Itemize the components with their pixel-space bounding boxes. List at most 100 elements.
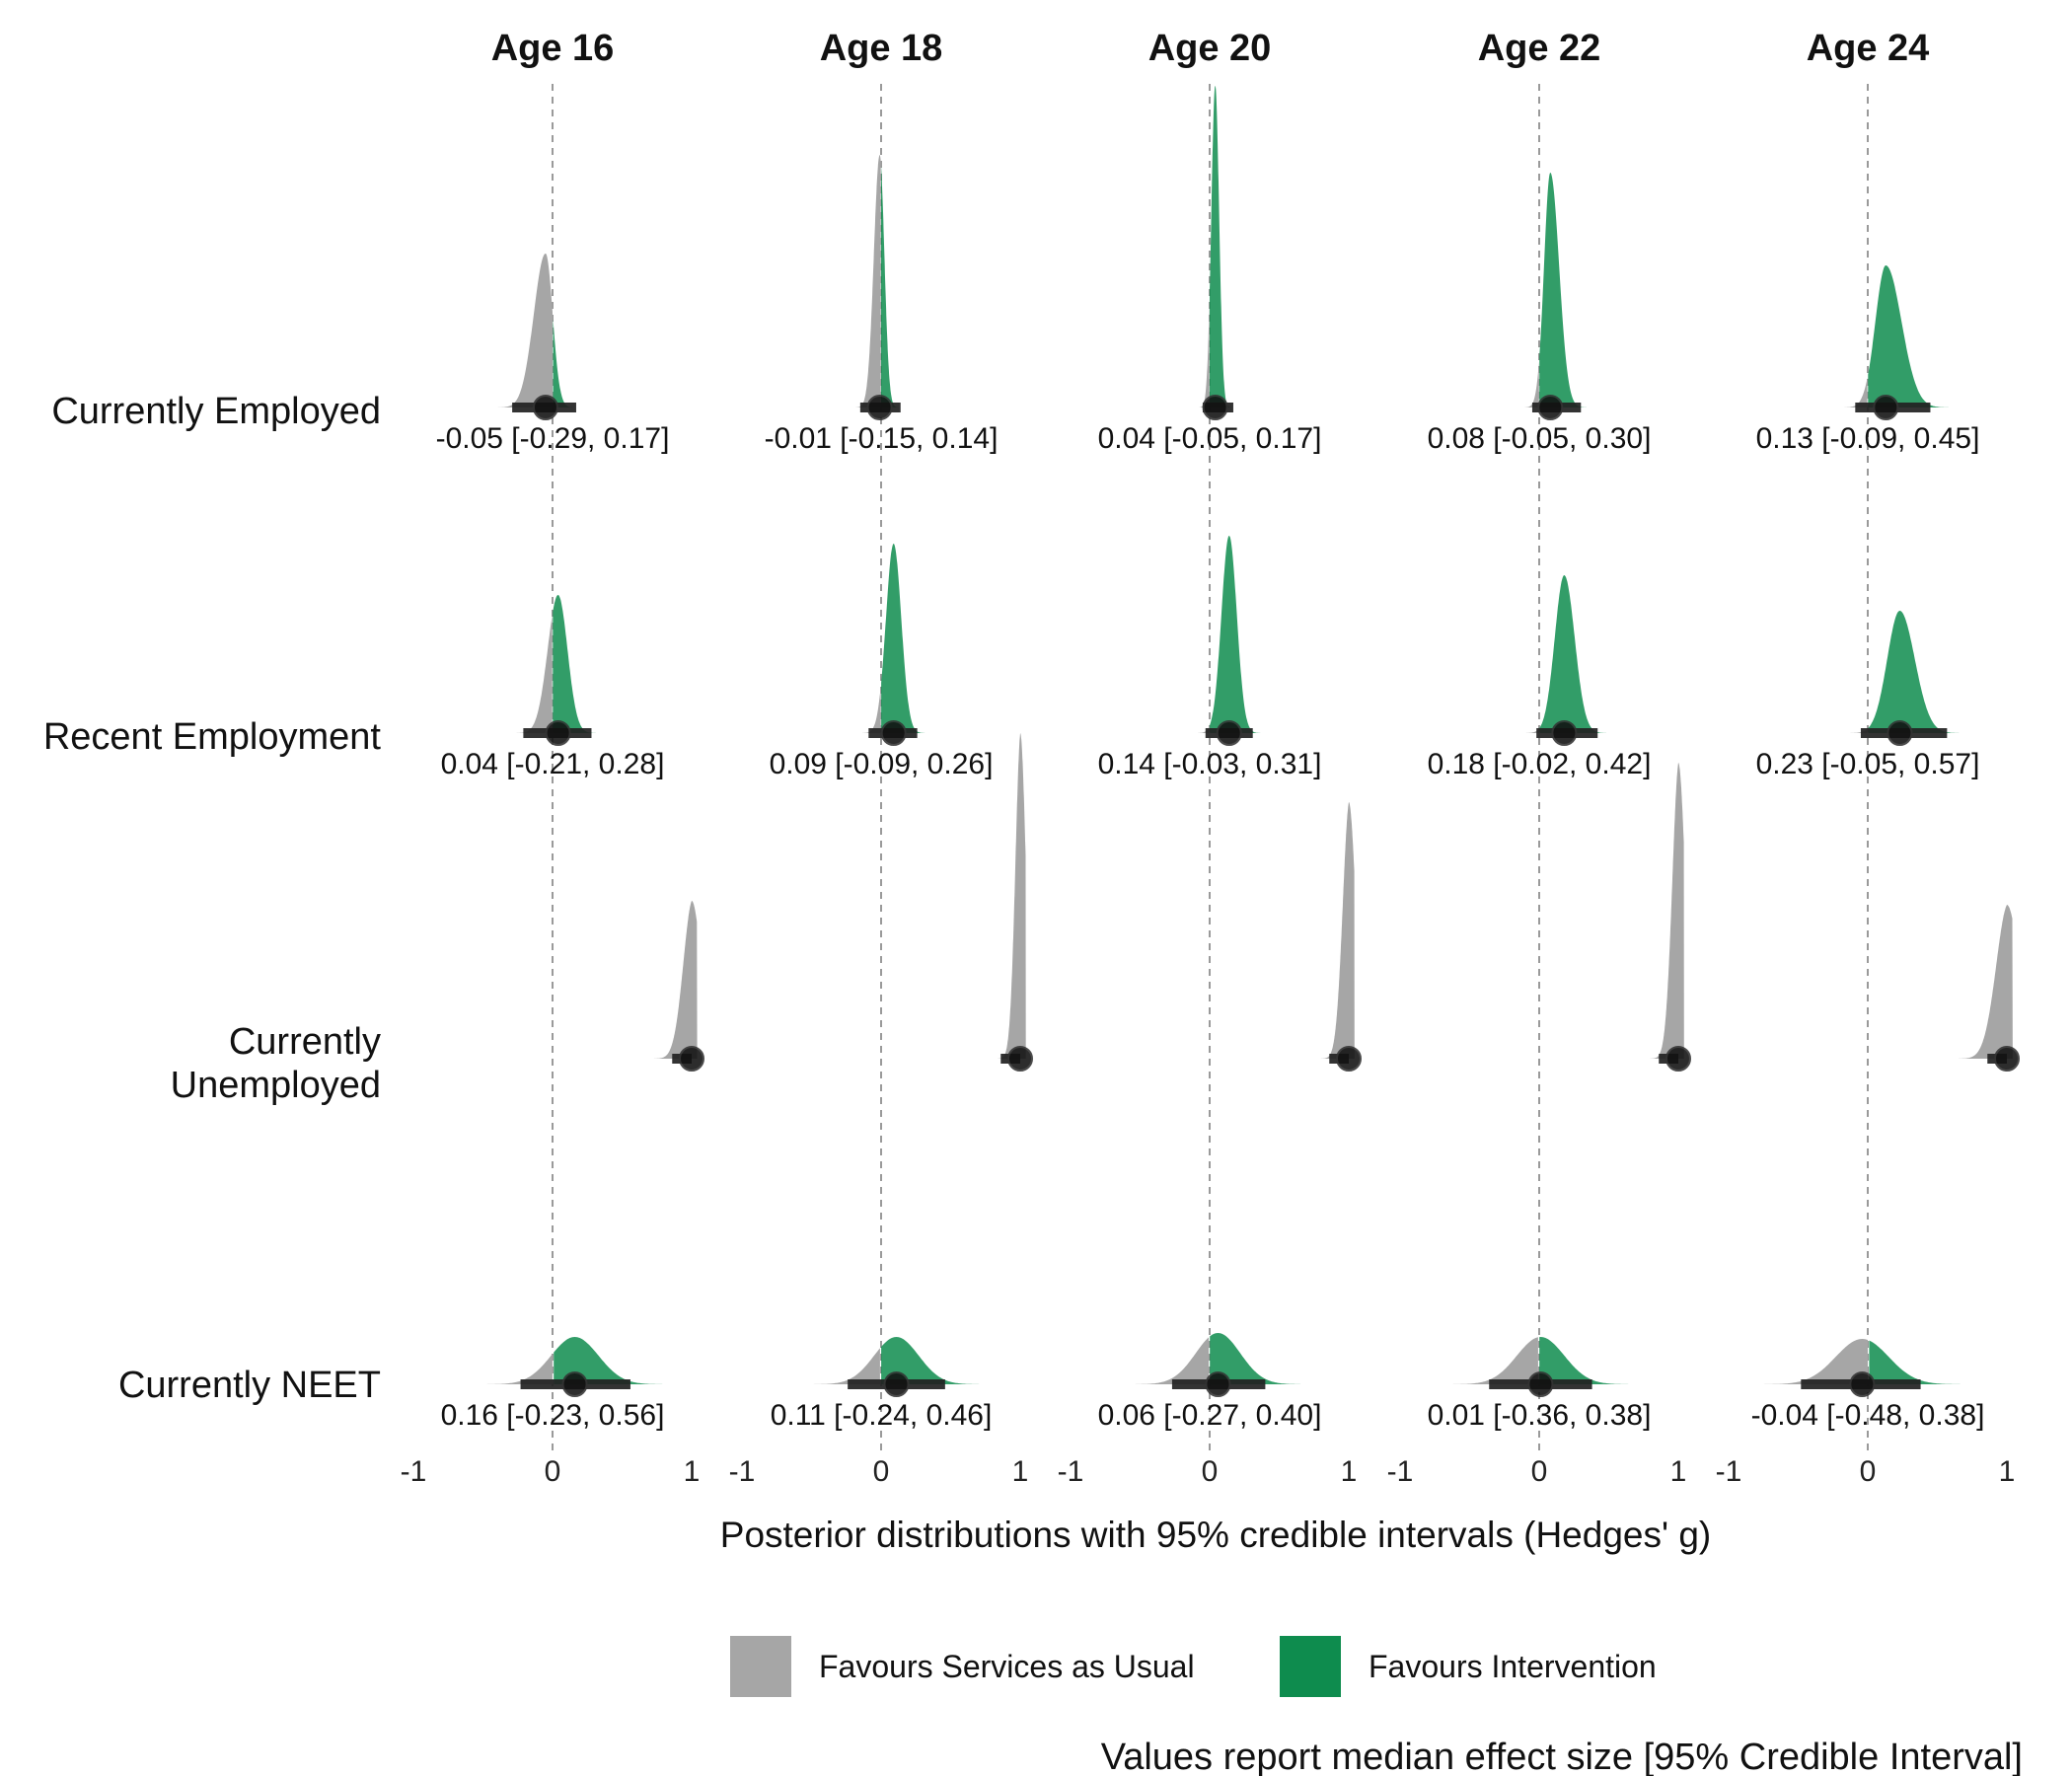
median-point [1994,1046,2020,1072]
density-favours-intervention [1539,575,1608,733]
density-favours-usual [861,687,881,733]
median-point [1849,1371,1876,1397]
median-point [1007,1046,1033,1072]
row-label-currently-unemployed: Unemployed [171,1065,381,1106]
density-favours-usual [1643,763,1685,1059]
column-titles: Age 16 Age 18 Age 20 Age 22 Age 24 [491,28,1930,69]
facet-cell-2-1: 0.04 [-0.21, 0.28] [441,595,664,780]
median-point [1665,1046,1691,1072]
effect-size-label: 0.16 [-0.23, 0.56] [441,1399,665,1432]
facet-cell-3-2 [992,733,1033,1072]
facet-cell-3-5 [1944,905,2020,1072]
facet-cell-2-3: 0.14 [-0.03, 0.31] [1098,536,1321,780]
legend-label-favours-intervention: Favours Intervention [1369,1649,1657,1684]
effect-size-label: 0.13 [-0.09, 0.45] [1756,422,1980,455]
effect-size-label: 0.04 [-0.05, 0.17] [1098,422,1322,455]
median-point [1216,720,1242,746]
row-label-currently-employed: Currently Employed [51,391,381,432]
density-favours-intervention [1539,173,1588,407]
density-favours-usual [642,901,699,1059]
density-favours-intervention [1210,1333,1312,1384]
facet-cell-4-5: -0.04 [-0.48, 0.38] [1751,1339,1985,1432]
density-favours-intervention [881,544,926,733]
density-favours-usual [1944,905,2014,1059]
density-favours-intervention [1868,265,1952,407]
density-favours-intervention [881,1337,991,1384]
x-axis-ticks: -1 0 1 -1 0 1 -1 0 1 -1 0 1 -1 0 1 [401,1455,2016,1488]
facet-panels: -0.05 [-0.29, 0.17] -0.01 [-0.15, 0.14] 0.… [436,84,2020,1450]
facet-cell-3-3 [1313,802,1362,1072]
x-tick-label: -1 [729,1455,756,1488]
median-point [866,395,893,420]
row-label-currently-neet: Currently NEET [118,1365,381,1406]
median-point [1551,720,1578,746]
effect-size-label: -0.04 [-0.48, 0.38] [1751,1399,1985,1432]
median-point [1205,1371,1231,1397]
legend: Favours Services as Usual Favours Interv… [730,1636,1657,1697]
density-favours-usual [475,1354,553,1384]
density-favours-intervention [881,166,900,407]
facet-cell-3-4 [1643,763,1691,1072]
median-point [1336,1046,1362,1072]
legend-label-favours-usual: Favours Services as Usual [819,1649,1195,1684]
column-title-age-20: Age 20 [1148,28,1272,69]
column-title-age-22: Age 22 [1478,28,1601,69]
density-favours-usual [854,155,881,407]
column-title-age-16: Age 16 [491,28,615,69]
x-tick-label: -1 [1387,1455,1414,1488]
facet-cell-4-2: 0.11 [-0.24, 0.46] [771,1337,993,1432]
density-favours-intervention [553,319,576,407]
row-label-currently-unemployed: Currently [229,1021,381,1063]
facet-cell-2-4: 0.18 [-0.02, 0.42] [1428,575,1652,780]
x-tick-label: 0 [873,1455,890,1488]
median-point [545,720,571,746]
density-favours-usual [1841,378,1868,407]
density-favours-usual [495,254,553,407]
median-point [1887,720,1913,746]
effect-size-label: 0.09 [-0.09, 0.26] [770,748,994,780]
density-favours-usual [1313,802,1356,1059]
density-favours-intervention [553,595,598,733]
median-point [561,1371,588,1397]
facet-cell-1-4: 0.08 [-0.05, 0.30] [1428,173,1652,455]
density-favours-usual [1524,728,1539,733]
column-title-age-18: Age 18 [820,28,943,69]
density-favours-usual [514,615,553,733]
facet-cell-2-5: 0.23 [-0.05, 0.57] [1756,611,1979,780]
facet-cell-4-3: 0.06 [-0.27, 0.40] [1098,1333,1322,1432]
density-favours-usual [1124,1337,1209,1384]
row-label-recent-employment: Recent Employment [43,716,382,758]
x-tick-label: 1 [1999,1455,2016,1488]
effect-size-label: 0.18 [-0.02, 0.42] [1428,748,1652,780]
x-tick-label: 1 [1670,1455,1687,1488]
median-point [532,395,558,420]
density-favours-usual [1199,298,1210,407]
effect-size-label: 0.08 [-0.05, 0.30] [1428,422,1652,455]
x-tick-label: -1 [1716,1455,1742,1488]
effect-size-label: 0.01 [-0.36, 0.38] [1428,1399,1652,1432]
facet-cell-1-3: 0.04 [-0.05, 0.17] [1098,86,1322,455]
x-tick-label: 0 [1860,1455,1877,1488]
density-favours-usual [992,733,1027,1059]
density-favours-usual [802,1348,880,1384]
row-labels: Currently Employed Recent Employment Curre… [43,391,382,1406]
facet-cell-2-2: 0.09 [-0.09, 0.26] [770,544,994,780]
x-tick-label: 0 [1202,1455,1219,1488]
median-point [1202,395,1228,420]
density-favours-usual [1523,361,1539,407]
density-favours-usual [1441,1337,1538,1384]
effect-size-label: 0.11 [-0.24, 0.46] [771,1399,993,1432]
facet-cell-1-2: -0.01 [-0.15, 0.14] [765,155,998,455]
effect-size-label: 0.06 [-0.27, 0.40] [1098,1399,1322,1432]
figure-caption: Values report median effect size [95% Cr… [1101,1737,2023,1776]
density-favours-intervention [554,1337,675,1384]
x-tick-label: 0 [545,1455,561,1488]
density-favours-intervention [1210,536,1262,733]
legend-swatch-favours-usual [730,1636,791,1697]
x-tick-label: 1 [1341,1455,1358,1488]
density-favours-intervention [1869,1340,1973,1384]
median-point [1537,395,1564,420]
x-tick-label: 0 [1531,1455,1548,1488]
